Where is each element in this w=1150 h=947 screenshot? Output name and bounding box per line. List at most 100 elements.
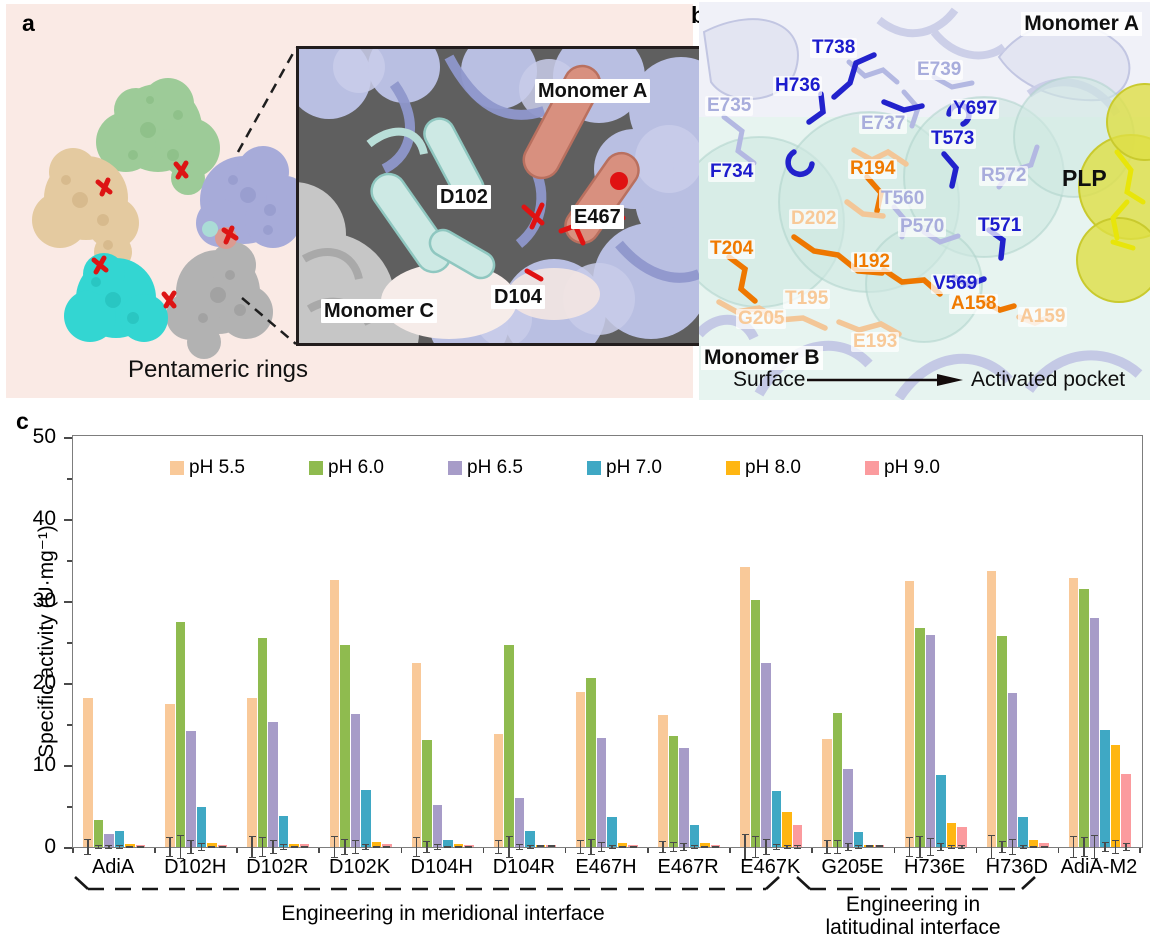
bar-e467r-pH9.0 [710, 844, 721, 848]
bar-adia-m2-pH9.0 [1121, 774, 1131, 852]
residue-label-y697: Y697 [951, 98, 1000, 119]
x-label-d102h: D102H [164, 856, 227, 878]
minor-tick [67, 478, 72, 480]
error-bar [794, 845, 802, 849]
bar-adia-m2-pH6.5 [1089, 618, 1100, 860]
legend-item-pH9.0: pH 9.0 [865, 457, 940, 479]
residue-label-t560: T560 [879, 188, 927, 209]
bar-e467k-pH6.0 [750, 600, 761, 859]
bar-h736e-pH8.0 [946, 823, 957, 849]
bar-d104r-pH6.5 [514, 797, 525, 851]
major-tick [64, 765, 72, 767]
error-bar [587, 838, 595, 856]
inset-zoom-view: Monomer A D102 E467 D104 Monomer C [296, 46, 708, 346]
error-bar [197, 842, 205, 852]
error-bar [916, 836, 924, 858]
error-bar [762, 838, 770, 856]
error-bar [844, 842, 852, 852]
bar-g205e-pH6.5 [843, 769, 853, 852]
error-bar [905, 837, 913, 857]
bar-e467k-pH7.0 [771, 791, 782, 851]
x-label-adia-m2: AdiA-M2 [1060, 856, 1138, 878]
bar-group-d102h [155, 436, 237, 860]
error-bar [208, 845, 216, 848]
major-tick [64, 437, 72, 439]
major-tick [64, 519, 72, 521]
inset-d104-label: D104 [491, 285, 545, 309]
y-tick-marks [63, 435, 72, 849]
bar-group-d104h [402, 436, 484, 857]
residue-label-r572: R572 [979, 165, 1029, 186]
error-bar [341, 838, 349, 856]
bar-e467k-pH6.5 [761, 663, 771, 856]
bar-d104h-pH6.0 [422, 739, 432, 853]
bar-d104r-pH5.5 [493, 733, 504, 854]
error-bar [126, 845, 134, 848]
x-category-labels: AdiA D102H D102R D102K D104H D104R E467H E467R E… [72, 856, 1143, 880]
bar-h736d-pH8.0 [1028, 840, 1039, 848]
x-tick [1057, 848, 1060, 853]
bar-group-e467k [730, 436, 812, 861]
bar-d102r-pH6.5 [268, 722, 278, 854]
minor-tick [67, 724, 72, 726]
major-tick [64, 847, 72, 849]
error-bar [505, 835, 513, 859]
residue-label-v569: V569 [931, 273, 980, 294]
error-bar [1112, 840, 1120, 854]
error-bar [433, 843, 441, 851]
error-bar [423, 841, 431, 853]
bar-d104h-pH7.0 [443, 840, 453, 848]
minor-tick [67, 642, 72, 644]
error-bar [608, 844, 616, 850]
error-bar [537, 845, 545, 848]
surface-label: Surface [733, 368, 806, 391]
legend-label: pH 6.0 [328, 457, 384, 478]
bar-adia-pH6.0 [93, 819, 104, 850]
inset-e467-label: E467 [571, 205, 624, 229]
bar-adia-m2-pH8.0 [1110, 744, 1121, 854]
x-label-h736d: H736D [985, 856, 1048, 878]
inset-d102-label: D102 [437, 185, 491, 209]
bar-e467r-pH7.0 [689, 824, 700, 849]
legend-label: pH 6.5 [467, 457, 523, 478]
legend-swatch [309, 461, 323, 475]
bar-d102h-pH9.0 [217, 844, 228, 848]
plp-sticks [1110, 149, 1146, 251]
y-tick-40: 40 [32, 506, 56, 530]
residue-label-t204: T204 [708, 238, 756, 259]
legend-label: pH 7.0 [606, 457, 662, 478]
error-bar [362, 843, 370, 851]
x-label-d102r: D102R [246, 856, 309, 878]
error-bar [412, 837, 420, 857]
error-bar [166, 837, 174, 857]
cyan-interface-patch [202, 221, 218, 237]
error-bar [598, 842, 606, 852]
error-bar [1019, 844, 1027, 850]
error-bar [187, 839, 195, 855]
error-bar [454, 845, 462, 848]
residue-label-p570: P570 [898, 216, 947, 237]
y-tick-10: 10 [32, 752, 56, 776]
error-bar [865, 845, 873, 848]
y-tick-20: 20 [32, 670, 56, 694]
bar-h736d-pH6.5 [1007, 692, 1018, 856]
bar-group-adia [73, 436, 155, 856]
error-bar [680, 842, 688, 852]
error-bar [1070, 835, 1078, 859]
bar-d102k-pH5.5 [329, 579, 340, 858]
residue-label-e737: E737 [859, 113, 908, 134]
bar-d102r-pH5.5 [247, 697, 257, 858]
error-bar [516, 843, 524, 851]
bar-d102k-pH6.0 [340, 645, 350, 856]
error-bar [372, 845, 380, 848]
residue-label-r194: R194 [848, 158, 898, 179]
y-tick-50: 50 [32, 424, 56, 448]
x-label-adia: AdiA [91, 856, 135, 878]
error-bar [280, 843, 288, 851]
bar-group-d104r [484, 436, 566, 859]
bar-adia-pH9.0 [135, 844, 146, 848]
error-bar [444, 845, 452, 848]
error-bar [1030, 845, 1037, 848]
residue-label-a159: A159 [1018, 306, 1068, 327]
